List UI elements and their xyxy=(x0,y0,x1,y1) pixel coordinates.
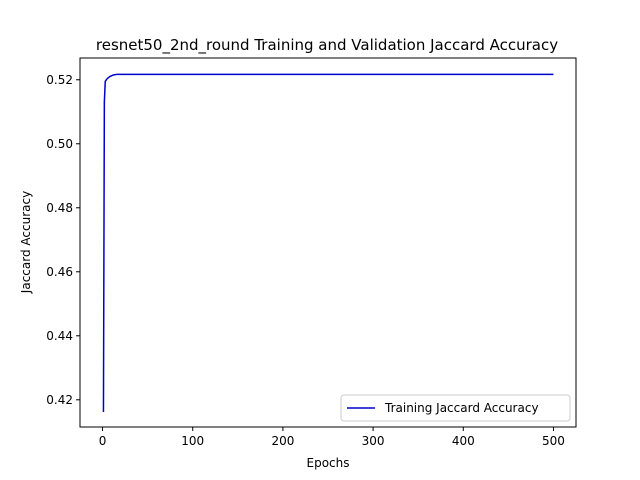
x-tick-label: 300 xyxy=(362,434,385,448)
plot-frame xyxy=(79,57,577,428)
x-axis-label: Epochs xyxy=(307,456,350,470)
x-tick-label: 100 xyxy=(181,434,204,448)
x-axis-ticks: 0 100 200 300 400 500 xyxy=(99,427,565,448)
x-tick-label: 200 xyxy=(271,434,294,448)
y-tick-label: 0.52 xyxy=(46,73,73,87)
x-tick-label: 0 xyxy=(99,434,107,448)
y-tick-label: 0.44 xyxy=(46,329,73,343)
x-tick-label: 400 xyxy=(452,434,475,448)
y-axis-ticks: 0.42 0.44 0.46 0.48 0.50 0.52 xyxy=(46,73,80,407)
y-tick-label: 0.46 xyxy=(46,265,73,279)
y-tick-label: 0.50 xyxy=(46,137,73,151)
legend-box xyxy=(340,394,571,422)
series-line-training-jaccard-accuracy xyxy=(102,73,554,412)
y-tick-label: 0.48 xyxy=(46,201,73,215)
legend: Training Jaccard Accuracy xyxy=(340,394,571,422)
plot-area xyxy=(80,58,576,427)
chart-title: resnet50_2nd_round Training and Validati… xyxy=(96,36,558,55)
legend-label: Training Jaccard Accuracy xyxy=(384,401,539,415)
series-layer xyxy=(102,73,554,412)
x-tick-label: 500 xyxy=(542,434,565,448)
y-tick-label: 0.42 xyxy=(46,393,73,407)
y-axis-label: Jaccard Accuracy xyxy=(19,191,33,294)
